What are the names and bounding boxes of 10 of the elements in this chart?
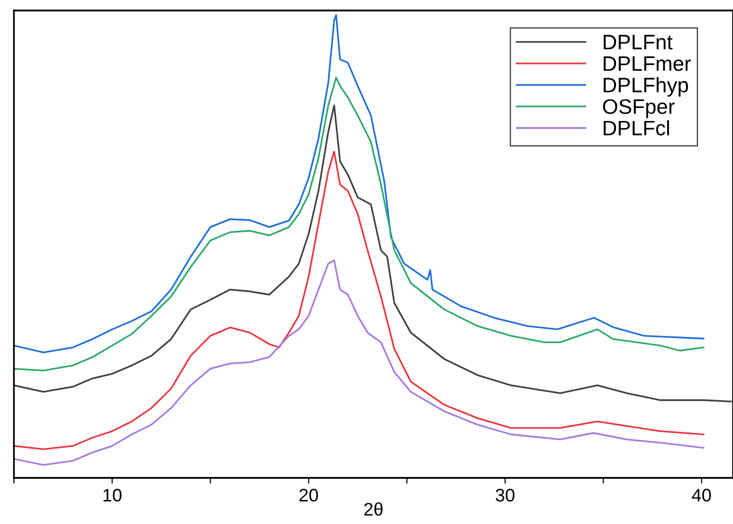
- x-tick-label: 40: [692, 488, 711, 502]
- legend-label: DPLFcl: [604, 120, 669, 136]
- legend-label: DPLFmer: [604, 56, 691, 71]
- x-tick-label: 20: [299, 488, 318, 502]
- x-tick-label: 10: [103, 488, 122, 502]
- legend-label: DPLFhyp: [604, 77, 688, 97]
- legend-label: OSFper: [603, 99, 675, 118]
- x-tick-label: 30: [496, 488, 514, 502]
- x-axis-title: 2θ: [364, 502, 383, 516]
- legend-label: DPLFnt: [604, 34, 673, 50]
